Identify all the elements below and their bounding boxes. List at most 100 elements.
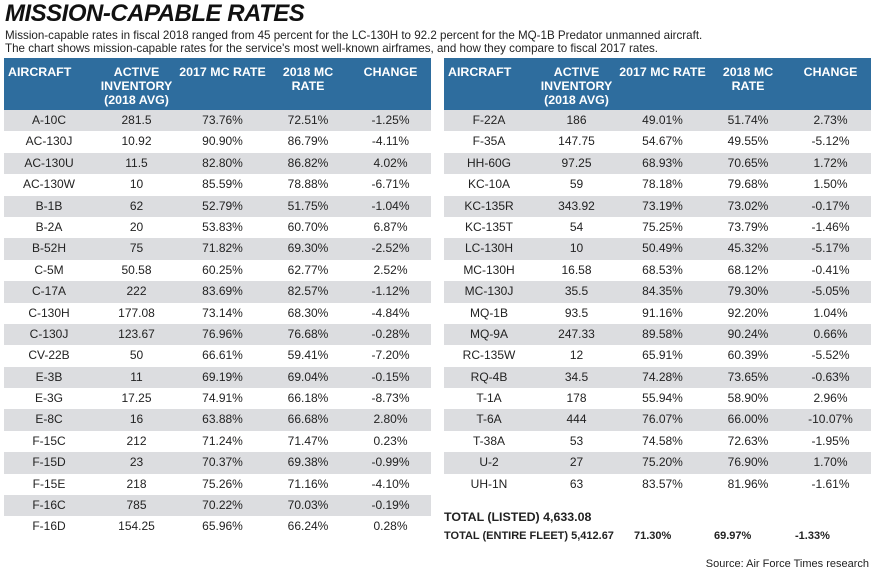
cell-change: 1.70% (813, 455, 848, 470)
cell-rate-2018: 69.38% (287, 455, 329, 470)
cell-rate-2018: 51.74% (727, 113, 769, 127)
cell-change: -8.73% (371, 391, 410, 406)
table-row: F-16C 785 70.22% 70.03% -0.19% (4, 495, 431, 517)
cell-rate-2018: 69.04% (287, 369, 329, 384)
table-row: MC-130H 16.58 68.53% 68.12% -0.41% (444, 260, 871, 281)
cell-rate-2018: 66.00% (727, 412, 769, 427)
cell-change: 2.80% (373, 412, 408, 427)
table-row: KC-135T 54 75.25% 73.79% -1.46% (444, 217, 871, 238)
cell-rate-2017: 53.83% (202, 219, 243, 234)
cell-inventory: 218 (126, 476, 147, 491)
cell-change: -4.11% (371, 134, 410, 149)
total-fleet-2018: 69.97% (714, 530, 752, 542)
cell-change: -0.63% (811, 369, 850, 384)
cell-change: 2.96% (813, 391, 848, 406)
cell-inventory: 27 (569, 455, 584, 470)
cell-aircraft: KC-135T (464, 219, 514, 234)
cell-aircraft: F-15C (32, 433, 66, 448)
cell-rate-2017: 76.96% (202, 326, 243, 341)
total-listed: TOTAL (LISTED) 4,633.08 (444, 510, 592, 524)
subtitle-line: Mission-capable rates in fiscal 2018 ran… (5, 29, 703, 42)
table-row: F-15D 23 70.37% 69.38% -0.99% (4, 452, 431, 474)
cell-aircraft: A-10C (31, 113, 66, 127)
cell-aircraft: HH-60G (466, 155, 511, 170)
cell-inventory: 93.5 (564, 305, 589, 320)
table-row: KC-10A 59 78.18% 79.68% 1.50% (444, 174, 871, 195)
cell-aircraft: C-130J (29, 326, 69, 341)
cell-change: -1.61% (811, 476, 850, 491)
cell-change: -2.52% (371, 241, 410, 256)
cell-rate-2017: 91.16% (642, 305, 683, 320)
cell-inventory: 23 (129, 455, 144, 470)
cell-rate-2017: 68.93% (642, 155, 683, 170)
cell-aircraft: MC-130J (464, 284, 514, 299)
cell-rate-2018: 86.79% (287, 134, 329, 149)
cell-change: 0.66% (813, 326, 848, 341)
cell-rate-2018: 68.30% (287, 305, 329, 320)
table-row: A-10C 281.5 73.76% 72.51% -1.25% (4, 110, 431, 132)
cell-change: 1.50% (813, 177, 848, 192)
column-header-aircraft: AIRCRAFT (448, 65, 512, 79)
cell-aircraft: T-6A (476, 412, 502, 427)
table-row: E-8C 16 63.88% 66.68% 2.80% (4, 409, 431, 431)
cell-rate-2017: 75.25% (642, 219, 683, 234)
cell-inventory: 281.5 (121, 113, 152, 127)
cell-rate-2017: 90.90% (202, 134, 243, 149)
subtitle-line: The chart shows mission-capable rates fo… (5, 42, 659, 55)
column-header-2017: 2017 MC RATE (179, 65, 266, 79)
cell-rate-2018: 72.63% (727, 433, 769, 448)
cell-rate-2017: 75.20% (642, 455, 683, 470)
cell-aircraft: U-2 (479, 455, 499, 470)
table-row: UH-1N 63 83.57% 81.96% -1.61% (444, 474, 871, 495)
cell-inventory: 10 (569, 241, 584, 256)
cell-inventory: 10.92 (121, 134, 152, 149)
table-row: F-16D 154.25 65.96% 66.24% 0.28% (4, 516, 431, 537)
table-row: F-22A 186 49.01% 51.74% 2.73% (444, 110, 871, 132)
cell-rate-2017: 78.18% (642, 177, 683, 192)
table-row: C-130J 123.67 76.96% 76.68% -0.28% (4, 323, 431, 346)
cell-inventory: 34.5 (564, 369, 589, 384)
cell-change: 4.02% (373, 155, 408, 170)
cell-aircraft: E-3B (35, 369, 63, 384)
cell-rate-2017: 50.49% (642, 241, 683, 256)
table-row: T-1A 178 55.94% 58.90% 2.96% (444, 388, 871, 409)
cell-aircraft: T-1A (476, 391, 502, 406)
table-row: T-38A 53 74.58% 72.63% -1.95% (444, 431, 871, 452)
cell-inventory: 785 (126, 498, 147, 513)
cell-rate-2018: 59.41% (287, 348, 329, 363)
cell-rate-2017: 73.19% (642, 198, 683, 213)
right-table: AIRCRAFT ACTIVE INVENTORY (2018 AVG) 201… (444, 58, 871, 495)
cell-aircraft: C-5M (34, 262, 64, 277)
cell-aircraft: B-2A (35, 219, 63, 234)
cell-rate-2018: 76.90% (727, 455, 769, 470)
cell-rate-2017: 74.58% (642, 433, 683, 448)
cell-rate-2017: 85.59% (202, 177, 243, 192)
cell-rate-2017: 65.96% (202, 519, 243, 534)
cell-change: 1.72% (813, 155, 848, 170)
cell-inventory: 16 (129, 412, 144, 427)
cell-rate-2018: 60.39% (727, 348, 769, 363)
cell-aircraft: MQ-1B (469, 305, 508, 320)
cell-inventory: 12 (569, 348, 584, 363)
table-row: E-3G 17.25 74.91% 66.18% -8.73% (4, 388, 431, 409)
column-header-inventory: ACTIVE INVENTORY (2018 AVG) (100, 65, 173, 107)
cell-aircraft: RC-135W (462, 348, 516, 363)
table-row: LC-130H 10 50.49% 45.32% -5.17% (444, 238, 871, 260)
cell-inventory: 53 (569, 433, 584, 448)
cell-aircraft: F-15E (32, 476, 66, 491)
cell-rate-2017: 74.91% (202, 391, 243, 406)
cell-change: -7.20% (371, 348, 410, 363)
cell-rate-2018: 79.30% (727, 284, 769, 299)
table-row: AC-130W 10 85.59% 78.88% -6.71% (4, 174, 431, 195)
cell-rate-2018: 73.02% (727, 198, 769, 213)
cell-change: 6.87% (373, 219, 408, 234)
cell-inventory: 247.33 (558, 326, 595, 341)
cell-change: -0.99% (371, 455, 410, 470)
table-row: AC-130J 10.92 90.90% 86.79% -4.11% (4, 131, 431, 152)
table-row: HH-60G 97.25 68.93% 70.65% 1.72% (444, 152, 871, 175)
table-row: F-35A 147.75 54.67% 49.55% -5.12% (444, 131, 871, 152)
cell-inventory: 75 (129, 241, 144, 256)
cell-aircraft: CV-22B (28, 348, 70, 363)
cell-rate-2018: 73.65% (727, 369, 769, 384)
cell-rate-2018: 71.47% (287, 433, 329, 448)
